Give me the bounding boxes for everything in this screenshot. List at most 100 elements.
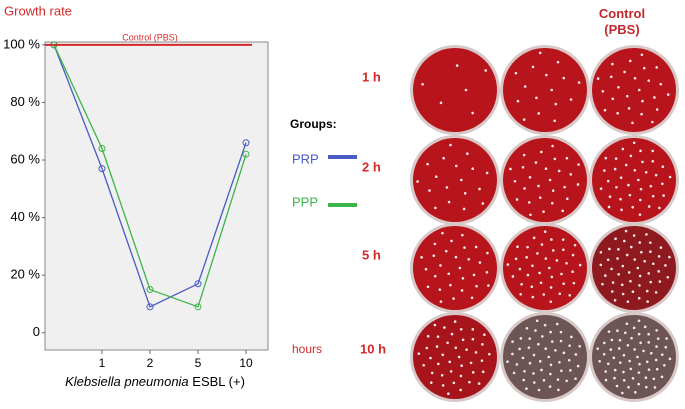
colony [513, 179, 517, 183]
colony [549, 300, 553, 304]
colony [560, 272, 563, 276]
colony [461, 277, 465, 280]
colony [454, 255, 458, 259]
colony [617, 248, 620, 251]
colony [570, 335, 573, 339]
colony [433, 242, 437, 246]
colony [475, 284, 478, 288]
colony [515, 363, 519, 366]
colony [449, 370, 453, 373]
y-tick-label: 80 % [10, 94, 40, 109]
colony [643, 325, 647, 329]
colony [644, 385, 648, 389]
colony [629, 245, 633, 249]
colony [542, 378, 546, 382]
colony [638, 213, 642, 216]
colony [627, 107, 631, 110]
colony [464, 88, 468, 92]
colony [639, 149, 642, 153]
colony [551, 249, 555, 252]
colony [628, 359, 631, 363]
colony [435, 345, 439, 348]
row-label: 1 h [362, 69, 381, 84]
y-axis-title: Growth rate [4, 3, 72, 18]
colony [469, 361, 473, 365]
colony [601, 282, 604, 286]
colony [538, 360, 542, 363]
plate [592, 48, 676, 132]
colony [655, 367, 659, 371]
colony [601, 89, 605, 93]
colony [448, 360, 452, 364]
colony [443, 326, 446, 329]
colony [643, 259, 646, 263]
colony [631, 205, 635, 209]
colony [460, 289, 464, 292]
colony [602, 352, 606, 356]
colony [611, 281, 615, 284]
colony [455, 64, 459, 67]
column-label-line: (PBS) [604, 22, 639, 37]
colony [539, 281, 543, 285]
series-line [53, 44, 247, 308]
colony [568, 293, 572, 297]
colony [567, 358, 571, 362]
colony [638, 274, 642, 278]
colony [534, 161, 538, 164]
colony [627, 183, 630, 187]
plate [413, 315, 497, 399]
colony [612, 356, 616, 360]
x-axis-title-rest: ESBL (+) [192, 374, 245, 389]
colony [446, 341, 449, 345]
colony [621, 147, 625, 151]
colony [457, 355, 461, 359]
colony [433, 323, 437, 327]
colony [543, 230, 547, 234]
colony [549, 363, 553, 367]
colony [438, 288, 442, 291]
colony [466, 152, 469, 156]
colony [462, 207, 466, 211]
colony [515, 198, 519, 201]
colony [558, 360, 561, 364]
column-label-line: Control [599, 6, 645, 21]
colony [562, 248, 565, 252]
colony [647, 205, 651, 208]
series-line [53, 44, 247, 308]
colony [565, 261, 568, 265]
colony [447, 392, 450, 396]
colony [554, 102, 558, 106]
colony [603, 169, 606, 172]
colony [458, 266, 462, 270]
colony [432, 254, 436, 258]
colony [572, 281, 576, 285]
colony [550, 340, 554, 343]
colony [651, 149, 655, 153]
colony [604, 156, 608, 160]
point [98, 165, 106, 173]
colony [629, 154, 633, 158]
colony [647, 341, 651, 344]
colony [460, 364, 463, 368]
colony [523, 85, 527, 88]
colony [480, 359, 484, 362]
colony [463, 191, 467, 195]
colony [441, 353, 445, 357]
colony [657, 270, 660, 273]
point [146, 286, 154, 294]
colony [445, 186, 449, 189]
colony [537, 112, 541, 115]
colony [610, 267, 613, 271]
colony [625, 94, 629, 98]
colony [551, 144, 554, 148]
colony [512, 371, 516, 375]
colony [511, 275, 515, 278]
colony [621, 391, 624, 395]
colony [607, 330, 611, 333]
colony [603, 108, 607, 112]
colony [665, 337, 668, 340]
point [146, 303, 154, 311]
colony [651, 120, 654, 124]
colony [566, 197, 569, 201]
colony [639, 187, 643, 191]
